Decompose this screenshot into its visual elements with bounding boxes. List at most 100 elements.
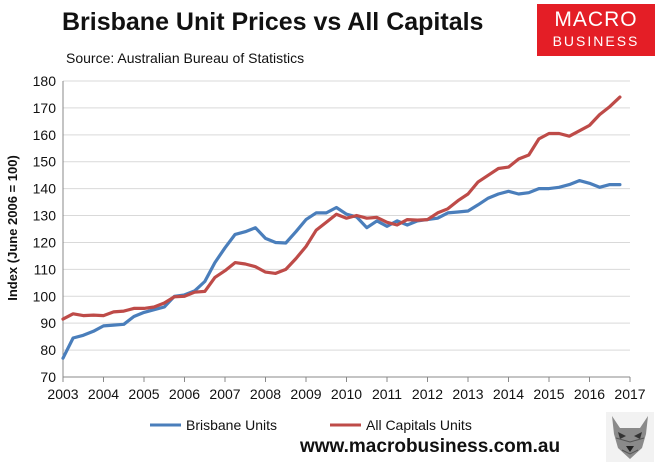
data-point (305, 219, 307, 221)
data-point (345, 217, 348, 219)
data-point (143, 311, 145, 313)
data-point (123, 310, 125, 312)
y-tick-label: 130 (33, 208, 57, 224)
data-point (366, 227, 368, 229)
data-point (82, 315, 84, 317)
data-point (528, 192, 530, 194)
macrobusiness-logo: MACRO BUSINESS (537, 4, 655, 56)
data-point (234, 233, 236, 235)
data-point (234, 262, 236, 264)
x-tick-label: 2007 (209, 386, 240, 402)
logo-line1: MACRO (554, 8, 638, 31)
data-point (396, 224, 398, 226)
data-point (133, 307, 135, 309)
data-point (619, 184, 621, 186)
data-point (315, 229, 317, 231)
data-point (295, 258, 297, 260)
x-tick-label: 2017 (614, 386, 645, 402)
y-tick-label: 140 (33, 181, 57, 197)
y-tick-labels: 70 80 90 100 110 120 130 140 150 160 170 180 (33, 73, 57, 385)
data-point (568, 184, 570, 186)
data-point (366, 217, 368, 219)
data-point (173, 296, 175, 298)
data-point (548, 132, 550, 135)
data-point (609, 106, 611, 108)
x-tick-label: 2016 (574, 386, 605, 402)
data-point (153, 309, 155, 311)
data-point (325, 212, 327, 214)
data-point (214, 262, 216, 264)
y-tick-label: 70 (40, 369, 56, 385)
y-tick-label: 110 (34, 261, 57, 277)
chart-subtitle: Source: Australian Bureau of Statistics (66, 50, 305, 66)
data-point (619, 96, 621, 98)
data-point (163, 306, 165, 308)
data-point (244, 231, 246, 233)
wolf-icon (606, 412, 654, 462)
data-point (406, 219, 408, 221)
data-point (133, 315, 135, 318)
data-point (588, 124, 591, 126)
x-tick-label: 2011 (372, 386, 402, 402)
series-line-1 (61, 95, 622, 321)
data-point (285, 268, 287, 270)
data-point (254, 266, 256, 268)
data-point (275, 272, 277, 274)
axes (62, 81, 630, 378)
data-point (487, 174, 489, 176)
x-tick-label: 2008 (250, 386, 281, 402)
data-point (183, 295, 186, 297)
data-point (305, 245, 307, 248)
data-point (437, 217, 439, 219)
data-point (578, 130, 581, 132)
y-tick-label: 150 (33, 154, 57, 170)
data-point (477, 204, 479, 206)
data-point (123, 323, 125, 325)
data-point (275, 241, 277, 244)
data-point (447, 208, 449, 210)
data-point (224, 270, 226, 272)
data-point (497, 193, 499, 195)
series-line-0 (61, 179, 622, 360)
data-point (528, 154, 530, 156)
data-point (599, 114, 601, 116)
data-point (477, 181, 479, 183)
data-point (62, 357, 64, 359)
data-point (335, 213, 337, 215)
y-tick-label: 180 (33, 73, 57, 89)
y-axis-label: Index (June 2006 = 100) (5, 155, 20, 301)
data-point (386, 225, 388, 227)
y-tick-label: 170 (33, 100, 57, 116)
data-point (376, 220, 378, 222)
data-point (62, 318, 64, 320)
data-point (538, 138, 540, 140)
data-point (92, 330, 94, 332)
data-point (143, 307, 145, 309)
x-tick-label: 2015 (533, 386, 564, 402)
x-tick-label: 2014 (493, 386, 524, 402)
data-point (82, 334, 84, 336)
data-point (507, 166, 510, 168)
data-point (518, 193, 520, 195)
data-point (396, 220, 398, 222)
data-point (295, 231, 297, 233)
y-tick-label: 80 (40, 342, 56, 358)
data-point (416, 219, 418, 221)
data-point (376, 216, 378, 218)
data-point (599, 186, 601, 188)
data-point (558, 186, 560, 188)
data-point (214, 276, 216, 278)
data-point (538, 188, 540, 190)
y-tick-label: 100 (33, 288, 57, 304)
data-point (457, 200, 459, 202)
data-point (437, 212, 439, 214)
data-point (194, 291, 196, 293)
data-point (578, 180, 581, 182)
data-point (356, 214, 358, 217)
data-point (204, 280, 206, 283)
legend-label-all-capitals: All Capitals Units (366, 417, 472, 433)
data-point (264, 271, 267, 273)
data-point (588, 182, 591, 184)
data-point (497, 167, 499, 170)
footer-url: www.macrobusiness.com.au (300, 436, 561, 457)
